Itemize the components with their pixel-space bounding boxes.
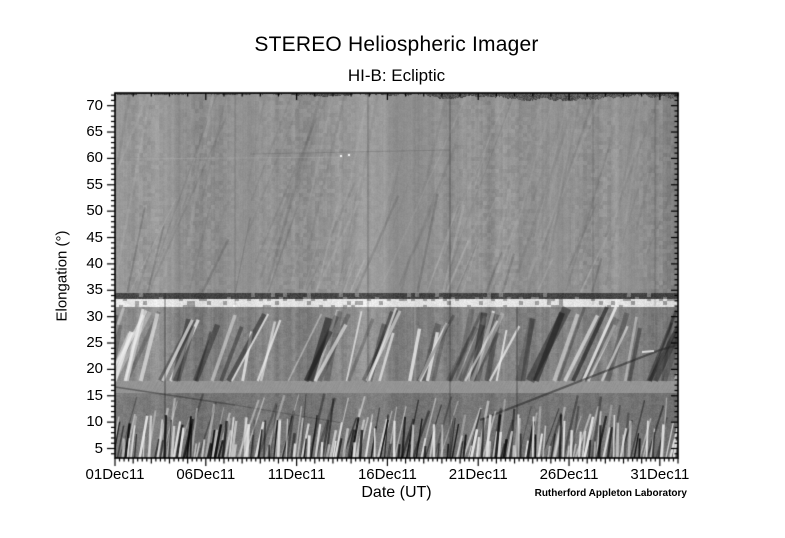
y-tick-label: 20 [86, 360, 103, 378]
y-tick-label: 35 [86, 281, 103, 299]
y-tick-label: 65 [86, 123, 103, 141]
y-tick-label: 15 [86, 386, 103, 404]
credit-text: Rutherford Appleton Laboratory [534, 488, 687, 499]
y-tick-label: 5 [94, 439, 103, 457]
y-tick-label: 55 [86, 175, 103, 193]
x-tick-label: 06Dec11 [176, 466, 236, 483]
y-tick-label: 40 [86, 254, 103, 272]
x-tick-label: 26Dec11 [539, 466, 599, 483]
x-tick-label: 31Dec11 [630, 466, 690, 483]
y-tick-label: 60 [86, 149, 103, 167]
x-tick-label: 01Dec11 [85, 466, 145, 483]
y-tick-label: 50 [86, 202, 103, 220]
chart-subtitle: HI-B: Ecliptic [347, 66, 446, 85]
x-tick-label: 11Dec11 [267, 466, 326, 483]
y-tick-label: 45 [86, 228, 103, 246]
y-tick-label: 10 [86, 413, 103, 431]
y-tick-label: 70 [86, 96, 103, 114]
chart-title: STEREO Heliospheric Imager [254, 33, 539, 56]
x-tick-label: 21Dec11 [448, 466, 508, 483]
y-tick-label: 25 [86, 334, 103, 351]
y-tick-label: 30 [86, 307, 103, 325]
x-tick-label: 16Dec11 [357, 466, 417, 483]
x-axis-title: Date (UT) [361, 484, 432, 501]
